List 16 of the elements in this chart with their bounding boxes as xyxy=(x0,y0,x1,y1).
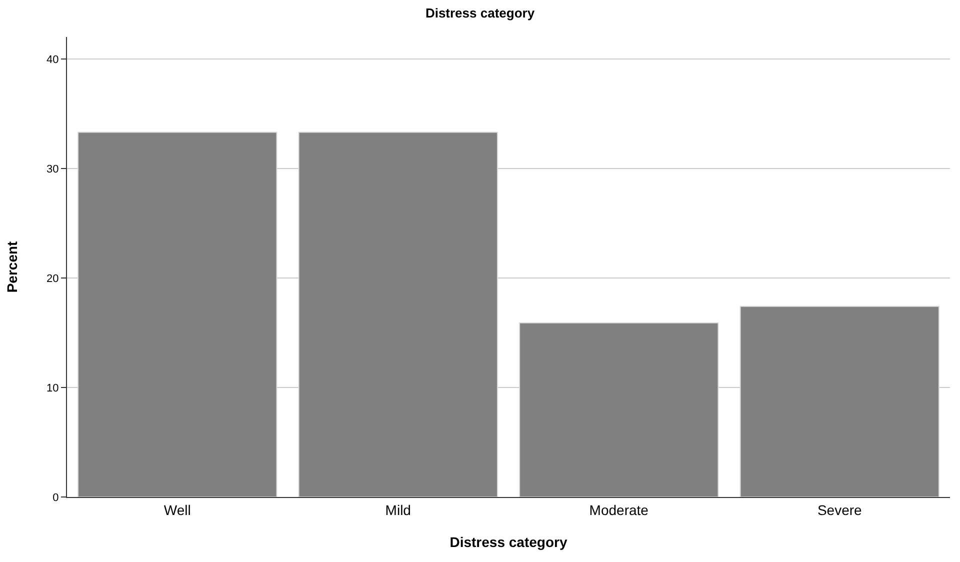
y-tick-label: 20 xyxy=(46,272,59,285)
bar xyxy=(78,132,278,497)
bar xyxy=(519,322,719,497)
y-tick-label: 0 xyxy=(52,492,59,504)
y-tick-label: 40 xyxy=(46,54,59,66)
x-tick-label: Severe xyxy=(817,502,862,518)
y-tick-label: 10 xyxy=(46,382,59,394)
chart-title: Distress category xyxy=(425,6,536,21)
y-axis-title: Percent xyxy=(4,240,20,293)
y-tick-label: 30 xyxy=(46,163,59,176)
x-tick-label: Moderate xyxy=(589,502,649,518)
x-axis-title: Distress category xyxy=(450,534,568,550)
x-tick-label: Mild xyxy=(385,502,411,518)
bar xyxy=(740,306,940,497)
bar xyxy=(298,132,498,497)
x-tick-label: Well xyxy=(164,502,191,518)
